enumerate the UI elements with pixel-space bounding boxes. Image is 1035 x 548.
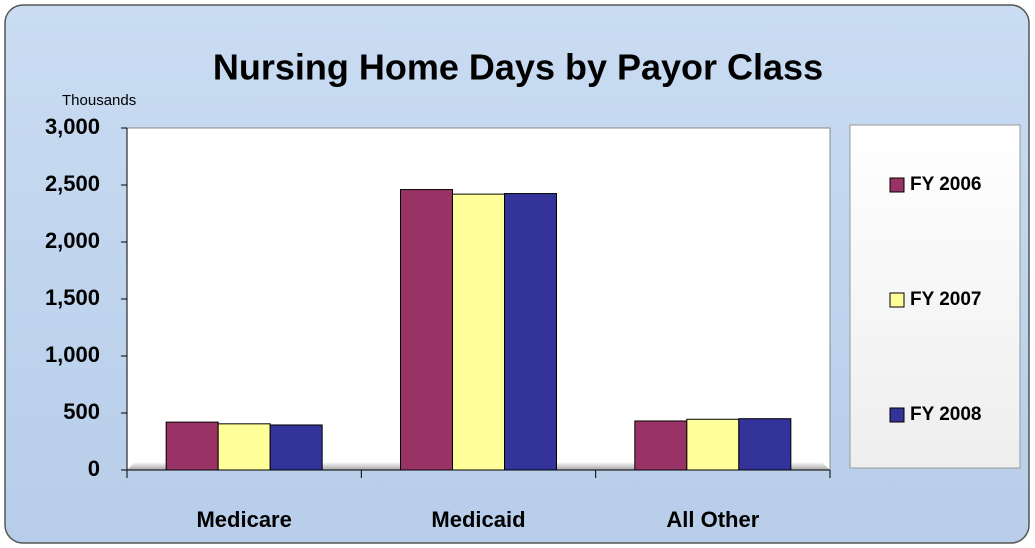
y-tick-label: 1,000 — [45, 342, 100, 367]
legend-label: FY 2007 — [910, 289, 981, 310]
legend-label: FY 2008 — [910, 404, 981, 425]
y-tick-label: 3,000 — [45, 114, 100, 139]
y-tick-label: 0 — [88, 456, 100, 481]
bar — [269, 424, 323, 471]
bar — [686, 418, 740, 471]
y-tick-label: 2,500 — [45, 171, 100, 196]
bar — [634, 420, 688, 471]
y-tick-label: 1,500 — [45, 285, 100, 310]
y-tick-label: 2,000 — [45, 228, 100, 253]
bar — [738, 418, 792, 471]
x-tick-label: Medicaid — [431, 507, 525, 532]
legend-marker — [889, 407, 905, 423]
bar — [504, 193, 557, 471]
legend-box — [849, 124, 1021, 469]
y-tick-label: 500 — [63, 399, 100, 424]
bar — [400, 189, 453, 471]
x-tick-label: Medicare — [196, 507, 291, 532]
bar — [165, 421, 219, 471]
chart-title: Nursing Home Days by Payor Class — [213, 47, 823, 88]
x-tick-label: All Other — [666, 507, 759, 532]
legend-marker — [889, 292, 905, 308]
y-unit-label: Thousands — [62, 92, 136, 109]
bar — [217, 423, 271, 471]
legend-marker — [889, 177, 905, 193]
bar — [452, 193, 505, 471]
legend-label: FY 2006 — [910, 174, 981, 195]
